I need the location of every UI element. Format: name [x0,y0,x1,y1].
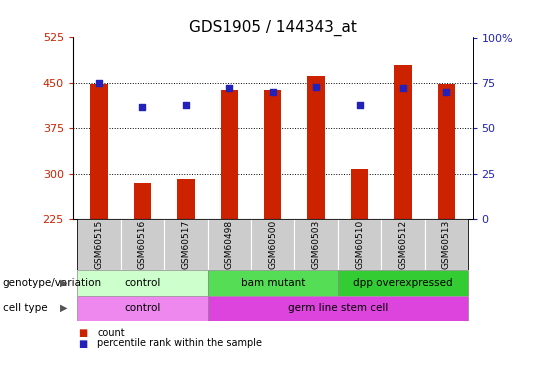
Bar [307,76,325,219]
Text: cell type: cell type [3,303,48,313]
Bar [264,90,281,219]
Point [138,104,147,110]
Text: ▶: ▶ [60,303,68,313]
Bar [438,84,455,219]
Text: GSM60498: GSM60498 [225,220,234,269]
Text: GSM60517: GSM60517 [181,220,190,269]
Bar [120,219,164,270]
Bar [425,219,468,270]
Text: genotype/variation: genotype/variation [3,278,102,288]
Bar [177,179,194,219]
Bar [338,270,468,296]
Point [399,86,407,92]
Bar [294,219,338,270]
Bar [251,219,294,270]
Point [312,84,320,90]
Text: germ line stem cell: germ line stem cell [288,303,388,313]
Text: GSM60515: GSM60515 [94,220,104,269]
Bar [77,219,120,270]
Point [442,89,451,95]
Text: GSM60510: GSM60510 [355,220,364,269]
Point [355,102,364,108]
Bar [164,219,207,270]
Text: bam mutant: bam mutant [240,278,305,288]
Bar [90,84,107,219]
Text: GSM60516: GSM60516 [138,220,147,269]
Text: percentile rank within the sample: percentile rank within the sample [97,339,262,348]
Bar [394,65,411,219]
Text: dpp overexpressed: dpp overexpressed [353,278,453,288]
Bar [381,219,425,270]
Text: GSM60503: GSM60503 [312,220,321,269]
Text: GSM60500: GSM60500 [268,220,277,269]
Point [268,89,277,95]
Text: GSM60512: GSM60512 [399,220,408,269]
Bar [207,296,468,321]
Bar [77,296,207,321]
Text: ■: ■ [78,339,87,348]
Bar [207,270,338,296]
Text: control: control [124,278,160,288]
Text: ▶: ▶ [60,278,68,288]
Text: ■: ■ [78,328,87,338]
Text: control: control [124,303,160,313]
Title: GDS1905 / 144343_at: GDS1905 / 144343_at [189,20,356,36]
Text: count: count [97,328,125,338]
Point [225,86,234,92]
Bar [220,90,238,219]
Bar [77,270,207,296]
Bar [351,169,368,219]
Bar [207,219,251,270]
Bar [338,219,381,270]
Point [181,102,190,108]
Text: GSM60513: GSM60513 [442,220,451,269]
Bar [134,183,151,219]
Point [94,80,103,86]
